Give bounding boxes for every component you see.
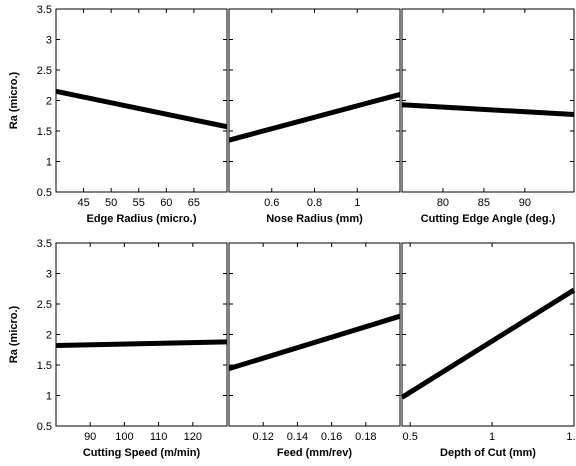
x-tick-label: 45 bbox=[77, 197, 89, 209]
panel-6: 0.5 1 1.5 Depth of Cut (mm) bbox=[400, 242, 576, 459]
x-tick-label: 0.14 bbox=[287, 431, 308, 443]
x-tick-label: 0.18 bbox=[355, 431, 376, 443]
y-tick-label: 2 bbox=[46, 330, 52, 342]
x-tick-label: 80 bbox=[437, 197, 449, 209]
axes-frame bbox=[55, 242, 228, 427]
x-axis-label: Cutting Speed (m/min) bbox=[83, 447, 201, 459]
y-tick-label: 3.5 bbox=[37, 238, 52, 250]
x-tick-label: 1 bbox=[354, 197, 360, 209]
x-tick-label: 100 bbox=[115, 431, 133, 443]
x-tick-label: 120 bbox=[184, 431, 202, 443]
panel-2: 0.6 0.8 1 Nose Radius (mm) bbox=[228, 8, 401, 225]
x-axis-label: Depth of Cut (mm) bbox=[440, 447, 536, 459]
x-tick-label: 0.6 bbox=[264, 197, 279, 209]
y-tick-label: 2.5 bbox=[37, 65, 52, 77]
y-axis-label: Ra (micro.) bbox=[8, 305, 20, 363]
panel-4: 90 100 110 120 0.5 1 1.5 2 2.5 3 3.5 Cutting Speed … bbox=[8, 238, 228, 459]
x-tick-label: 0.5 bbox=[403, 431, 418, 443]
panel-1: 45 50 55 60 65 0.5 1 1.5 2 2.5 3 3.5 Edge Radius (mi… bbox=[8, 4, 228, 225]
x-tick-label: 0.12 bbox=[252, 431, 273, 443]
series-line bbox=[55, 339, 228, 348]
series-line bbox=[55, 88, 228, 130]
x-tick-label: 60 bbox=[160, 197, 172, 209]
x-tick-label: 65 bbox=[188, 197, 200, 209]
x-tick-label: 90 bbox=[519, 197, 531, 209]
y-tick-label: 3 bbox=[46, 35, 52, 47]
x-tick-label: 1 bbox=[489, 431, 495, 443]
y-tick-label: 0.5 bbox=[37, 421, 52, 433]
y-axis-label: Ra (micro.) bbox=[8, 71, 20, 129]
x-tick-label: 85 bbox=[478, 197, 490, 209]
axes-frame bbox=[401, 8, 575, 193]
x-tick-label: 0.8 bbox=[307, 197, 322, 209]
x-tick-label: 1.5 bbox=[566, 431, 576, 443]
axes-frame bbox=[55, 8, 228, 193]
series-line bbox=[228, 91, 401, 143]
x-axis-label: Cutting Edge Angle (deg.) bbox=[421, 213, 556, 225]
series-line bbox=[401, 102, 575, 118]
y-tick-label: 1 bbox=[46, 391, 52, 403]
y-tick-label: 3 bbox=[46, 269, 52, 281]
x-tick-label: 0.16 bbox=[321, 431, 342, 443]
x-tick-label: 55 bbox=[133, 197, 145, 209]
x-axis-label: Nose Radius (mm) bbox=[266, 213, 363, 225]
axes-frame bbox=[228, 242, 401, 427]
x-axis-label: Feed (mm/rev) bbox=[277, 447, 353, 459]
x-tick-label: 110 bbox=[150, 431, 168, 443]
y-tick-label: 2.5 bbox=[37, 299, 52, 311]
series-line bbox=[228, 313, 401, 372]
series-line bbox=[400, 287, 576, 400]
y-tick-label: 1 bbox=[46, 157, 52, 169]
x-axis-label: Edge Radius (micro.) bbox=[86, 213, 196, 225]
y-tick-label: 0.5 bbox=[37, 187, 52, 199]
x-tick-label: 50 bbox=[105, 197, 117, 209]
y-tick-label: 1.5 bbox=[37, 126, 52, 138]
y-tick-label: 2 bbox=[46, 96, 52, 108]
y-tick-label: 1.5 bbox=[37, 360, 52, 372]
axes-frame bbox=[401, 242, 575, 427]
y-tick-label: 3.5 bbox=[37, 4, 52, 16]
x-tick-label: 90 bbox=[84, 431, 96, 443]
panel-3: 80 85 90 Cutting Edge Angle (deg.) bbox=[401, 8, 575, 225]
